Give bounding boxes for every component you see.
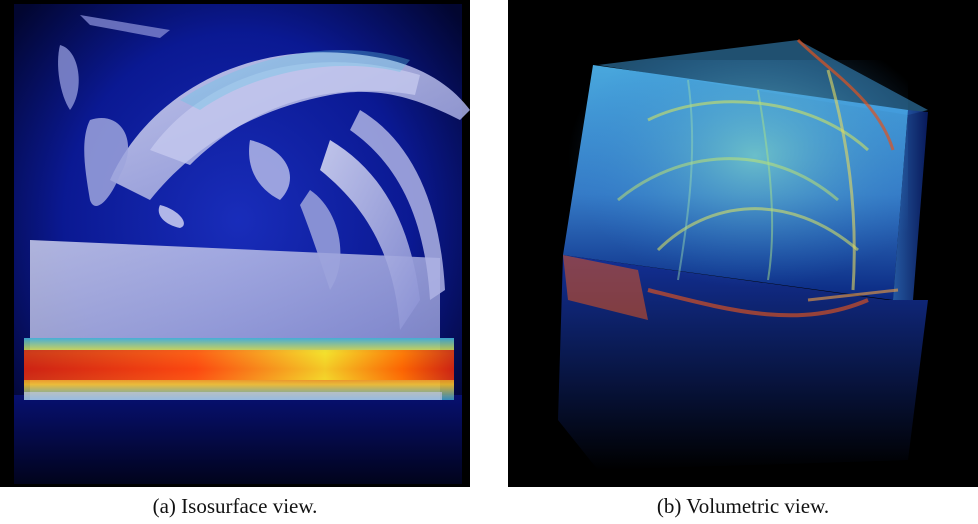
caption-volumetric: (b) Volumetric view. — [656, 494, 830, 518]
volumetric-image — [508, 0, 978, 487]
isosurface-image — [0, 0, 470, 487]
volumetric-render — [508, 0, 978, 487]
isosurface-render — [0, 0, 470, 487]
caption-isosurface: (a) Isosurface view. — [152, 494, 318, 518]
